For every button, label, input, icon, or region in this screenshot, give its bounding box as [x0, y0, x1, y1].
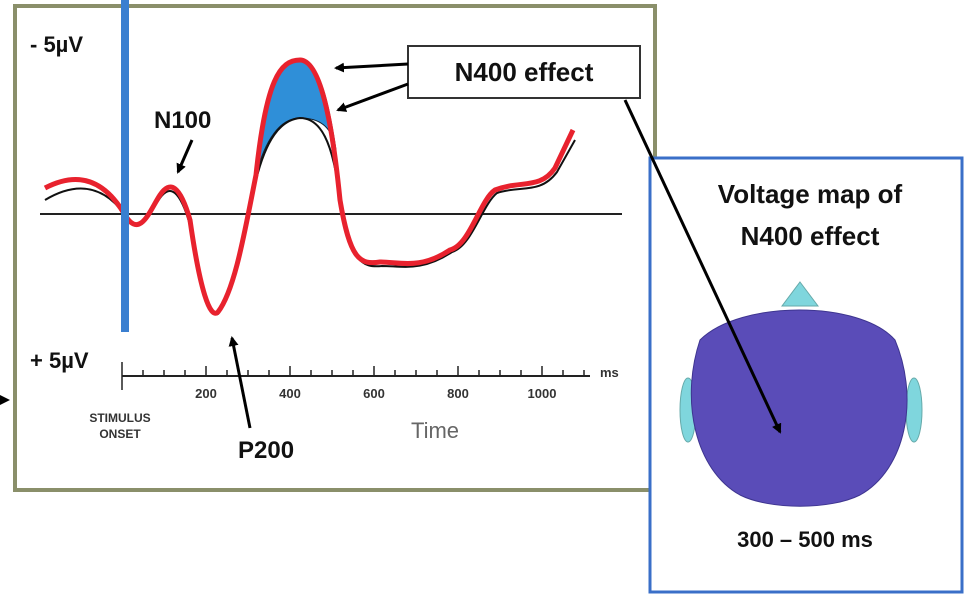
onset-label: STIMULUS ONSET — [89, 411, 151, 441]
n100-arrow — [176, 139, 194, 174]
tick-label: 200 — [195, 386, 217, 401]
p200-label: P200 — [238, 437, 294, 464]
n400-arrow-bottom — [336, 82, 409, 112]
map-arrow — [623, 99, 782, 434]
nose — [781, 281, 819, 307]
n400-arrow-top — [334, 62, 409, 73]
axis-title: Time — [411, 418, 459, 443]
tick-label: 800 — [447, 386, 469, 401]
bottom-voltage-label: + 5µV — [30, 348, 89, 373]
top-voltage-label: - 5µV — [30, 32, 83, 57]
map-window: 300 – 500 ms — [737, 527, 873, 552]
tick-label: 400 — [279, 386, 301, 401]
incongruent-waveform — [43, 57, 576, 316]
unit-label: ms — [600, 365, 619, 380]
tick-label: 1000 — [528, 386, 557, 401]
n400-label-box — [407, 45, 641, 99]
n100-label: N100 — [154, 107, 211, 134]
map-title-1: Voltage map of — [718, 179, 903, 209]
scalp-map — [690, 309, 908, 507]
time-ticks — [121, 362, 585, 390]
onset-label-box: STIMULUS ONSET — [89, 411, 151, 441]
tick-label: 600 — [363, 386, 385, 401]
p200-arrow — [228, 336, 252, 429]
right-ear — [905, 377, 923, 443]
map-title-2: N400 effect — [741, 221, 880, 251]
edge-arrow — [0, 395, 10, 405]
n400-label: N400 effect — [455, 57, 594, 87]
